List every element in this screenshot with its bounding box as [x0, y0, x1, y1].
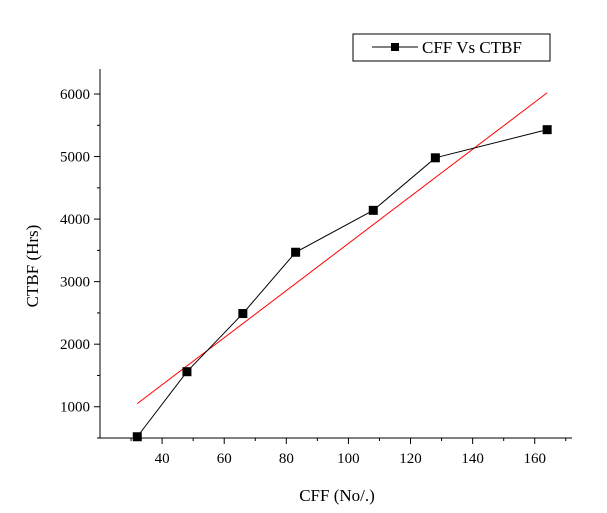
- y-tick-label: 2000: [60, 337, 90, 353]
- x-axis-title: CFF (No/.): [299, 486, 375, 505]
- y-tick-label: 1000: [60, 400, 90, 416]
- x-tick-label: 100: [337, 451, 360, 467]
- x-axis-ticks: 40 60 80 100 120 140 160: [130, 438, 567, 467]
- data-point-marker: [368, 205, 378, 215]
- y-tick-label: 6000: [60, 87, 90, 103]
- axes: [99, 69, 572, 439]
- data-point-marker: [182, 367, 192, 377]
- x-tick-label: 140: [461, 451, 484, 467]
- data-point-marker: [430, 153, 440, 163]
- legend: CFF Vs CTBF: [352, 33, 551, 62]
- y-tick-label: 5000: [60, 150, 90, 166]
- x-tick-label: 120: [399, 451, 422, 467]
- y-tick-label: 3000: [60, 275, 90, 291]
- data-point-marker: [132, 432, 142, 442]
- x-tick-label: 60: [217, 451, 232, 467]
- y-tick-label: 4000: [60, 212, 90, 228]
- data-point-marker: [291, 247, 301, 257]
- x-tick-label: 40: [155, 451, 170, 467]
- fit-line: [136, 92, 548, 405]
- series-line: [136, 129, 548, 438]
- fit-line-group: [136, 92, 548, 405]
- y-axis-ticks: 1000 2000 3000 4000 5000 6000: [60, 87, 100, 439]
- y-axis-title: CTBF (Hrs): [23, 225, 42, 308]
- legend-marker-sample: [391, 43, 399, 51]
- data-point-marker: [542, 125, 552, 135]
- series-group: [132, 125, 552, 442]
- x-tick-label: 160: [523, 451, 546, 467]
- data-point-marker: [238, 309, 248, 319]
- legend-label: CFF Vs CTBF: [422, 38, 522, 57]
- x-tick-label: 80: [279, 451, 294, 467]
